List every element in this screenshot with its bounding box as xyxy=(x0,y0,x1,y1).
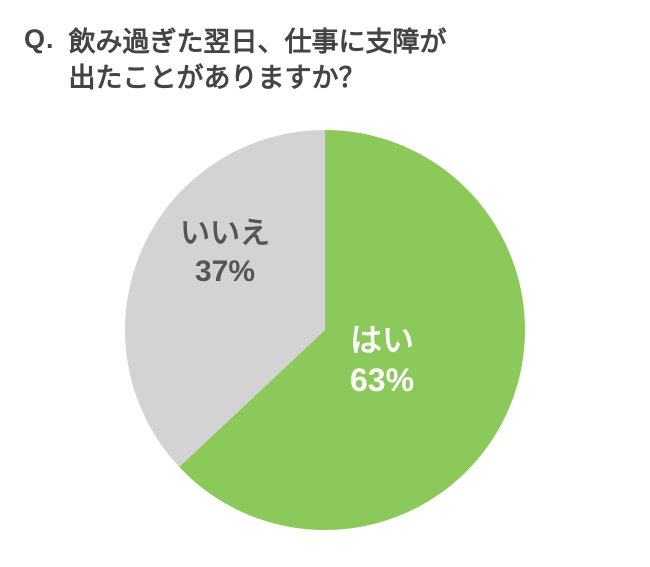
pie-slice-label-0-line1: はい xyxy=(350,322,414,358)
question-line-1: 飲み過ぎた翌日、仕事に支障が xyxy=(69,27,447,57)
pie-slice-label-1-line2: 37% xyxy=(195,255,255,288)
pie-chart: はい 63% いいえ 37% xyxy=(125,130,525,530)
pie-slice-label-0-line2: 63% xyxy=(350,362,414,398)
question-line-2: 出たことがありますか？ xyxy=(69,63,366,93)
pie-slice-label-0: はい 63% xyxy=(350,320,414,400)
pie-slice-label-1: いいえ 37% xyxy=(180,215,270,290)
question-text: 飲み過ぎた翌日、仕事に支障が 出たことがありますか？ xyxy=(69,24,447,97)
question-header: Q. 飲み過ぎた翌日、仕事に支障が 出たことがありますか？ xyxy=(0,0,650,97)
question-mark: Q. xyxy=(24,24,55,55)
pie-chart-svg xyxy=(125,130,525,530)
pie-slice-label-1-line1: いいえ xyxy=(180,217,270,250)
